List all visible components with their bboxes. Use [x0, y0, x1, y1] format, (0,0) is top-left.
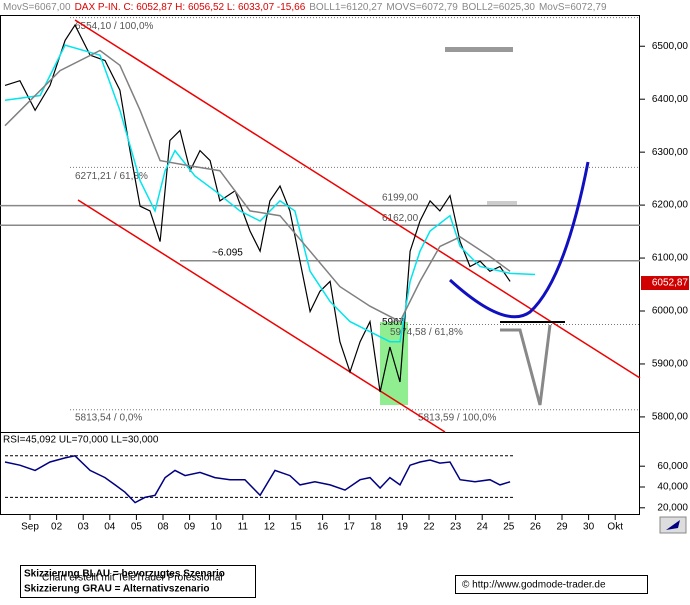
x-tick-label: 08	[157, 522, 169, 533]
annotations: 6554,10 / 100,0% 6271,21 / 61,8% 6199,00 61…	[0, 17, 640, 498]
legend-box	[20, 565, 256, 598]
x-tick-label: Sep	[21, 522, 39, 533]
x-tick-label: 12	[264, 522, 276, 533]
x-tick-label: 22	[423, 522, 435, 533]
last-price-label: 6052,87	[652, 278, 689, 289]
header-item: MovS=6067,00	[3, 2, 71, 13]
x-tick-label: 17	[344, 522, 356, 533]
x-tick-label: 16	[317, 522, 329, 533]
x-tick-label: Okt	[607, 522, 623, 533]
header-item: DAX P-IN. C: 6052,87 H: 6056,52 L: 6033,…	[75, 2, 306, 13]
y-tick-label: 6500,00	[652, 41, 689, 52]
x-tick-label: 18	[370, 522, 382, 533]
header-item: MovS=6072,79	[539, 2, 607, 13]
trend-line	[77, 199, 446, 433]
level-label: 5813,59 / 100,0%	[418, 412, 497, 423]
y-tick-label: 5900,00	[652, 359, 689, 370]
level-label: 6199,00	[382, 192, 419, 203]
series-line	[4, 454, 511, 504]
trend-line	[74, 19, 641, 379]
x-tick-label: 05	[131, 522, 143, 533]
x-tick-label: 03	[78, 522, 90, 533]
source-box	[455, 575, 648, 594]
x-tick-label: 09	[184, 522, 196, 533]
y-tick-label: 20,000	[657, 502, 688, 513]
level-label: 6554,10 / 100,0%	[75, 21, 154, 32]
x-tick-label: 24	[477, 522, 489, 533]
target-bar	[445, 47, 513, 52]
y-tick-label: 40,000	[657, 482, 688, 493]
level-label: 5974,58 / 61,8%	[390, 327, 463, 338]
y-tick-label: 5800,00	[652, 412, 689, 423]
scenario-blue	[448, 161, 590, 319]
x-tick-label: 25	[503, 522, 515, 533]
x-tick-label: 26	[530, 522, 542, 533]
target-bar	[487, 201, 517, 205]
y-tick-label: 6300,00	[652, 147, 689, 158]
plot	[4, 19, 641, 504]
x-tick-label: 29	[556, 522, 568, 533]
series-line	[4, 23, 511, 393]
level-label: 6271,21 / 61,8%	[75, 171, 148, 182]
y-tick-label: 6000,00	[652, 306, 689, 317]
header: MovS=6067,00 DAX P-IN. C: 6052,87 H: 6056…	[3, 2, 607, 13]
x-tick-label: 30	[583, 522, 595, 533]
scenario-gray	[500, 324, 552, 406]
rsi-title: RSI=45,092 UL=70,000 LL=30,000	[3, 435, 159, 446]
y-tick-label: 6200,00	[652, 200, 689, 211]
x-tick-label: 04	[104, 522, 116, 533]
header-item: BOLL1=6120,27	[309, 2, 383, 13]
level-label: 5967	[382, 317, 405, 328]
legend-gray: Skizzierung GRAU = Alternativszenario	[24, 584, 210, 595]
x-tick-label: 10	[211, 522, 223, 533]
last-price-box	[641, 276, 689, 291]
y-tick-label: 60,000	[657, 461, 688, 472]
level-label: ~6.095	[212, 247, 243, 258]
header-item: MOVS=6072,79	[386, 2, 458, 13]
x-tick-label: 19	[397, 522, 409, 533]
tool-icon-glyph	[666, 520, 680, 530]
y-tick-label: 6400,00	[652, 94, 689, 105]
level-label: 6162,00	[382, 213, 419, 224]
y-tick-label: 6100,00	[652, 253, 689, 264]
header-item: BOLL2=6025,30	[462, 2, 536, 13]
x-tick-label: 02	[51, 522, 63, 533]
legend-blue: Skizzierung BLAU = bevorzugtes Szenario	[24, 569, 225, 580]
credit: Chart erstellt mit TeleTrader Profession…	[42, 573, 223, 584]
x-tick-label: 15	[290, 522, 302, 533]
x-tick-label: 23	[450, 522, 462, 533]
rsi-frame	[0, 432, 640, 515]
series-line	[4, 49, 511, 323]
level-label: 5813,54 / 0,0%	[75, 412, 142, 423]
x-tick-label: 11	[238, 522, 249, 533]
source: © http://www.godmode-trader.de	[462, 580, 606, 591]
series-line	[4, 44, 536, 343]
